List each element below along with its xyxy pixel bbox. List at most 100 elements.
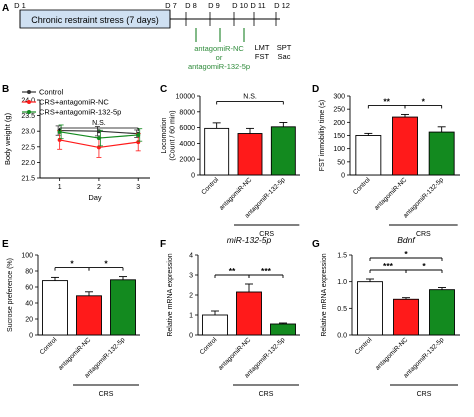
y-tick-label: 3 bbox=[189, 273, 193, 280]
panel-label-c: C bbox=[160, 84, 167, 95]
panel-f: 0 1 2 3 4 Relative mRNA expression miR-132-5p C… bbox=[167, 235, 300, 398]
x-tick-label: antagomiR-132-5p bbox=[402, 176, 445, 219]
y-axis-label: FST immobility time (s) bbox=[319, 100, 326, 171]
bar bbox=[204, 127, 230, 176]
timeline-day-label: D 11 bbox=[250, 1, 265, 10]
y-tick-label: 2 bbox=[189, 293, 193, 300]
sig-label: * bbox=[70, 259, 74, 269]
legend-label: Control bbox=[39, 88, 64, 97]
bar bbox=[357, 281, 383, 336]
panel-label-d: D bbox=[312, 84, 319, 95]
panel-label-a: A bbox=[2, 3, 9, 14]
charts-layer: 21.522.022.523.023.524.0123DayBody weigh… bbox=[3, 88, 460, 398]
sig-label: ** bbox=[383, 96, 390, 106]
chart-title: miR-132-5p bbox=[227, 235, 272, 245]
data-point bbox=[136, 132, 141, 137]
y-tick-label: 200 bbox=[333, 120, 345, 127]
x-tick-label: antagomiR-NC bbox=[374, 336, 410, 372]
timeline-stress-label: Chronic restraint stress (7 days) bbox=[31, 15, 159, 25]
injection-label: antagomiR-132-5p bbox=[188, 62, 250, 71]
y-tick-label: 23.0 bbox=[21, 129, 35, 136]
y-axis-label: Body weight (g) bbox=[3, 112, 12, 165]
y-tick-label: 0 bbox=[341, 173, 345, 180]
y-tick-label: 50 bbox=[337, 159, 345, 166]
x-tick-label: Control bbox=[39, 336, 59, 356]
test-label: SPT bbox=[277, 43, 292, 52]
sig-label: N.S. bbox=[243, 93, 257, 100]
y-axis-label: (Count / 60 min) bbox=[170, 110, 177, 160]
bar bbox=[270, 323, 296, 336]
y-tick-label: 150 bbox=[333, 133, 345, 140]
x-tick-label: Control bbox=[200, 176, 220, 196]
y-tick-label: 0.5 bbox=[337, 306, 347, 313]
y-axis-label: Sucrose preference (%) bbox=[7, 258, 14, 332]
bar bbox=[428, 131, 455, 176]
legend-label: CRS+antagomiR-132-5p bbox=[39, 108, 121, 117]
x-tick-label: Control bbox=[352, 176, 372, 196]
sig-label: N.S. bbox=[92, 120, 106, 127]
y-tick-label: 80 bbox=[25, 269, 33, 276]
group-label: CRS bbox=[259, 391, 274, 398]
panel-e: 0 20 40 60 80 100 Sucrose preference (%) Contro… bbox=[7, 253, 140, 398]
panel-label-b: B bbox=[2, 84, 9, 95]
sig-label: ** bbox=[229, 266, 236, 276]
x-tick-label: Control bbox=[354, 336, 374, 356]
y-tick-label: 10000 bbox=[176, 94, 196, 101]
chart-title: Bdnf bbox=[397, 235, 416, 245]
sig-label: * bbox=[404, 249, 408, 259]
bar bbox=[429, 289, 455, 336]
legend-marker bbox=[27, 110, 31, 114]
y-tick-label: 21.5 bbox=[21, 176, 35, 183]
y-axis-label: Relative mRNA expression bbox=[167, 253, 174, 336]
y-tick-label: 4000 bbox=[179, 141, 195, 148]
x-tick-label: 2 bbox=[97, 184, 101, 191]
bar bbox=[76, 295, 102, 336]
y-tick-label: 4 bbox=[189, 253, 193, 260]
timeline-day-label: D 10 bbox=[232, 1, 248, 10]
y-tick-label: 23.5 bbox=[21, 113, 35, 120]
y-tick-label: 22.5 bbox=[21, 144, 35, 151]
timeline-day-label: D 9 bbox=[208, 1, 220, 10]
x-tick-label: antagomiR-NC bbox=[57, 336, 93, 372]
x-tick-label: antagomiR-NC bbox=[217, 336, 253, 372]
bar bbox=[270, 126, 296, 176]
sig-label: *** bbox=[383, 261, 394, 271]
timeline-day-label: D 12 bbox=[274, 1, 290, 10]
y-tick-label: 0.0 bbox=[337, 333, 347, 340]
y-tick-label: 40 bbox=[25, 301, 33, 308]
y-tick-label: 0 bbox=[189, 333, 193, 340]
injection-label: or bbox=[216, 53, 223, 62]
test-label: Sac bbox=[278, 52, 291, 61]
timeline-day-label: D 8 bbox=[185, 1, 197, 10]
x-tick-label: Control bbox=[199, 336, 219, 356]
x-tick-label: 3 bbox=[136, 184, 140, 191]
legend-label: CRS+antagomiR-NC bbox=[39, 98, 109, 107]
y-tick-label: 1 bbox=[189, 313, 193, 320]
data-point bbox=[96, 145, 101, 150]
bar bbox=[392, 116, 418, 176]
x-axis-label: Day bbox=[88, 193, 102, 202]
y-tick-label: 0 bbox=[191, 173, 195, 180]
y-tick-label: 20 bbox=[25, 317, 33, 324]
y-tick-label: 1.0 bbox=[337, 279, 347, 286]
group-label: CRS bbox=[99, 391, 114, 398]
panel-d: 0 50 100 150 200 250 300 FST immobility time (s… bbox=[319, 94, 460, 238]
bar bbox=[393, 298, 419, 336]
injection-label: antagomiR-NC bbox=[194, 44, 244, 53]
panel-c: 0 2000 4000 6000 8000 10000 Locomotion (Count /… bbox=[161, 93, 300, 238]
sig-label: * bbox=[422, 261, 426, 271]
x-tick-label: antagomiR-NC bbox=[373, 176, 409, 212]
legend-marker bbox=[27, 100, 31, 104]
data-point bbox=[96, 136, 101, 141]
y-tick-label: 1.5 bbox=[337, 253, 347, 260]
bar bbox=[236, 291, 262, 336]
y-tick-label: 2000 bbox=[179, 157, 195, 164]
timeline-day-label: D 7 bbox=[165, 1, 177, 10]
bar bbox=[42, 280, 68, 336]
test-label: LMT bbox=[255, 43, 270, 52]
panel-a: A Chronic restraint stress (7 days) D 1 … bbox=[2, 1, 292, 71]
group-label: CRS bbox=[417, 391, 432, 398]
sig-label: * bbox=[104, 259, 108, 269]
